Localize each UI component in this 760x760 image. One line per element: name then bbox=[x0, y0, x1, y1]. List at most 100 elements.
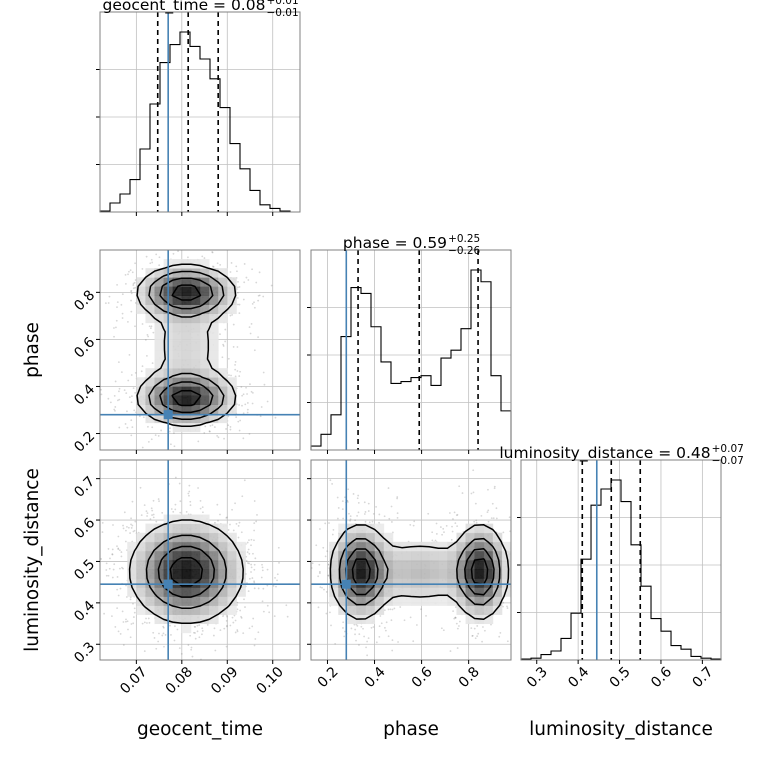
y-tick-label: 0.6 bbox=[71, 334, 98, 361]
scatter-point bbox=[97, 552, 99, 554]
density-cell bbox=[172, 268, 183, 278]
scatter-point bbox=[158, 500, 160, 503]
density-cell bbox=[474, 560, 485, 570]
scatter-point bbox=[243, 281, 246, 284]
contours bbox=[136, 263, 237, 428]
scatter-point bbox=[146, 622, 148, 624]
density-cell bbox=[365, 532, 376, 543]
density-cell bbox=[136, 377, 146, 387]
scatter-point bbox=[261, 600, 264, 603]
density-cell bbox=[392, 560, 403, 570]
scatter-point bbox=[158, 256, 161, 259]
scatter-point bbox=[253, 500, 256, 502]
panel-frame bbox=[520, 459, 722, 661]
scatter-point bbox=[130, 419, 133, 422]
scatter-point bbox=[245, 276, 248, 279]
scatter-point bbox=[130, 292, 133, 295]
scatter-point bbox=[378, 521, 380, 524]
scatter-point bbox=[513, 531, 515, 533]
scatter-point bbox=[178, 647, 181, 650]
density-cell bbox=[154, 304, 165, 315]
density-cell bbox=[329, 578, 339, 588]
scatter-point bbox=[204, 425, 207, 428]
scatter-point bbox=[79, 375, 81, 377]
scatter-point bbox=[231, 508, 233, 511]
scatter-point bbox=[180, 653, 183, 655]
density-cell bbox=[181, 422, 192, 433]
density-cell bbox=[420, 596, 430, 606]
density-cell bbox=[501, 560, 511, 570]
scatter-point bbox=[250, 538, 253, 541]
scatter-point bbox=[119, 587, 122, 590]
scatter-point bbox=[266, 584, 269, 587]
scatter-point bbox=[458, 485, 461, 488]
density-cell bbox=[181, 569, 192, 579]
scatter-point bbox=[114, 380, 117, 383]
scatter-point bbox=[227, 357, 230, 360]
scatter-point bbox=[390, 619, 393, 622]
scatter-point bbox=[126, 426, 129, 429]
scatter-point bbox=[122, 621, 125, 623]
scatter-point bbox=[325, 612, 328, 615]
density-cell bbox=[154, 404, 165, 415]
scatter-point bbox=[354, 633, 356, 636]
scatter-point bbox=[129, 269, 132, 272]
density-cell bbox=[172, 322, 183, 333]
scatter-point bbox=[346, 501, 349, 503]
density-cell bbox=[347, 605, 357, 615]
scatter-point bbox=[225, 428, 227, 430]
scatter-point bbox=[355, 639, 357, 642]
scatter-point bbox=[139, 486, 142, 489]
scatter-point bbox=[92, 622, 94, 624]
scatter-point bbox=[274, 577, 276, 579]
scatter-point bbox=[113, 335, 115, 338]
scatter-point bbox=[134, 325, 136, 328]
scatter-point bbox=[331, 483, 334, 485]
scatter-point bbox=[111, 615, 113, 617]
density-cell bbox=[145, 295, 155, 305]
density-cell bbox=[181, 277, 192, 287]
density-cell bbox=[383, 587, 394, 597]
scatter-point bbox=[276, 579, 278, 582]
density-cell bbox=[501, 569, 511, 579]
scatter-point bbox=[201, 255, 204, 258]
scatter-point bbox=[129, 598, 132, 601]
scatter-point bbox=[253, 580, 255, 583]
scatter-point bbox=[134, 279, 137, 281]
density-cell bbox=[218, 404, 228, 415]
scatter-point bbox=[188, 494, 190, 497]
scatter-point bbox=[357, 511, 360, 514]
density-cell bbox=[200, 331, 210, 342]
density-cell bbox=[429, 560, 439, 570]
density-cell bbox=[190, 340, 201, 351]
scatter-point bbox=[262, 371, 265, 374]
scatter-point bbox=[251, 302, 254, 305]
scatter-point bbox=[197, 440, 200, 443]
scatter-point bbox=[170, 508, 173, 510]
density-cell bbox=[209, 295, 219, 305]
scatter-point bbox=[502, 605, 504, 608]
x-tick-label: 0.7 bbox=[690, 664, 717, 691]
density-cell bbox=[127, 587, 137, 597]
scatter-point bbox=[216, 262, 219, 265]
scatter-point bbox=[266, 400, 269, 403]
scatter-point bbox=[498, 635, 501, 638]
density-cell bbox=[411, 569, 421, 579]
scatter-point bbox=[118, 549, 121, 552]
density-cell bbox=[136, 541, 146, 552]
x-tick-label: 0.09 bbox=[208, 664, 241, 697]
density-cell bbox=[190, 560, 201, 570]
scatter-point bbox=[315, 544, 318, 547]
scatter-point bbox=[486, 511, 489, 514]
scatter-point bbox=[241, 495, 244, 498]
density-cell bbox=[374, 541, 385, 552]
scatter-point bbox=[508, 516, 511, 519]
scatter-point bbox=[513, 509, 515, 511]
scatter-point bbox=[143, 621, 146, 624]
x-tick-label: 0.3 bbox=[524, 664, 551, 691]
density-cell bbox=[374, 550, 385, 561]
density-cell bbox=[136, 404, 146, 415]
scatter-point bbox=[201, 633, 203, 636]
scatter-point bbox=[132, 284, 135, 286]
scatter-point bbox=[483, 629, 486, 632]
